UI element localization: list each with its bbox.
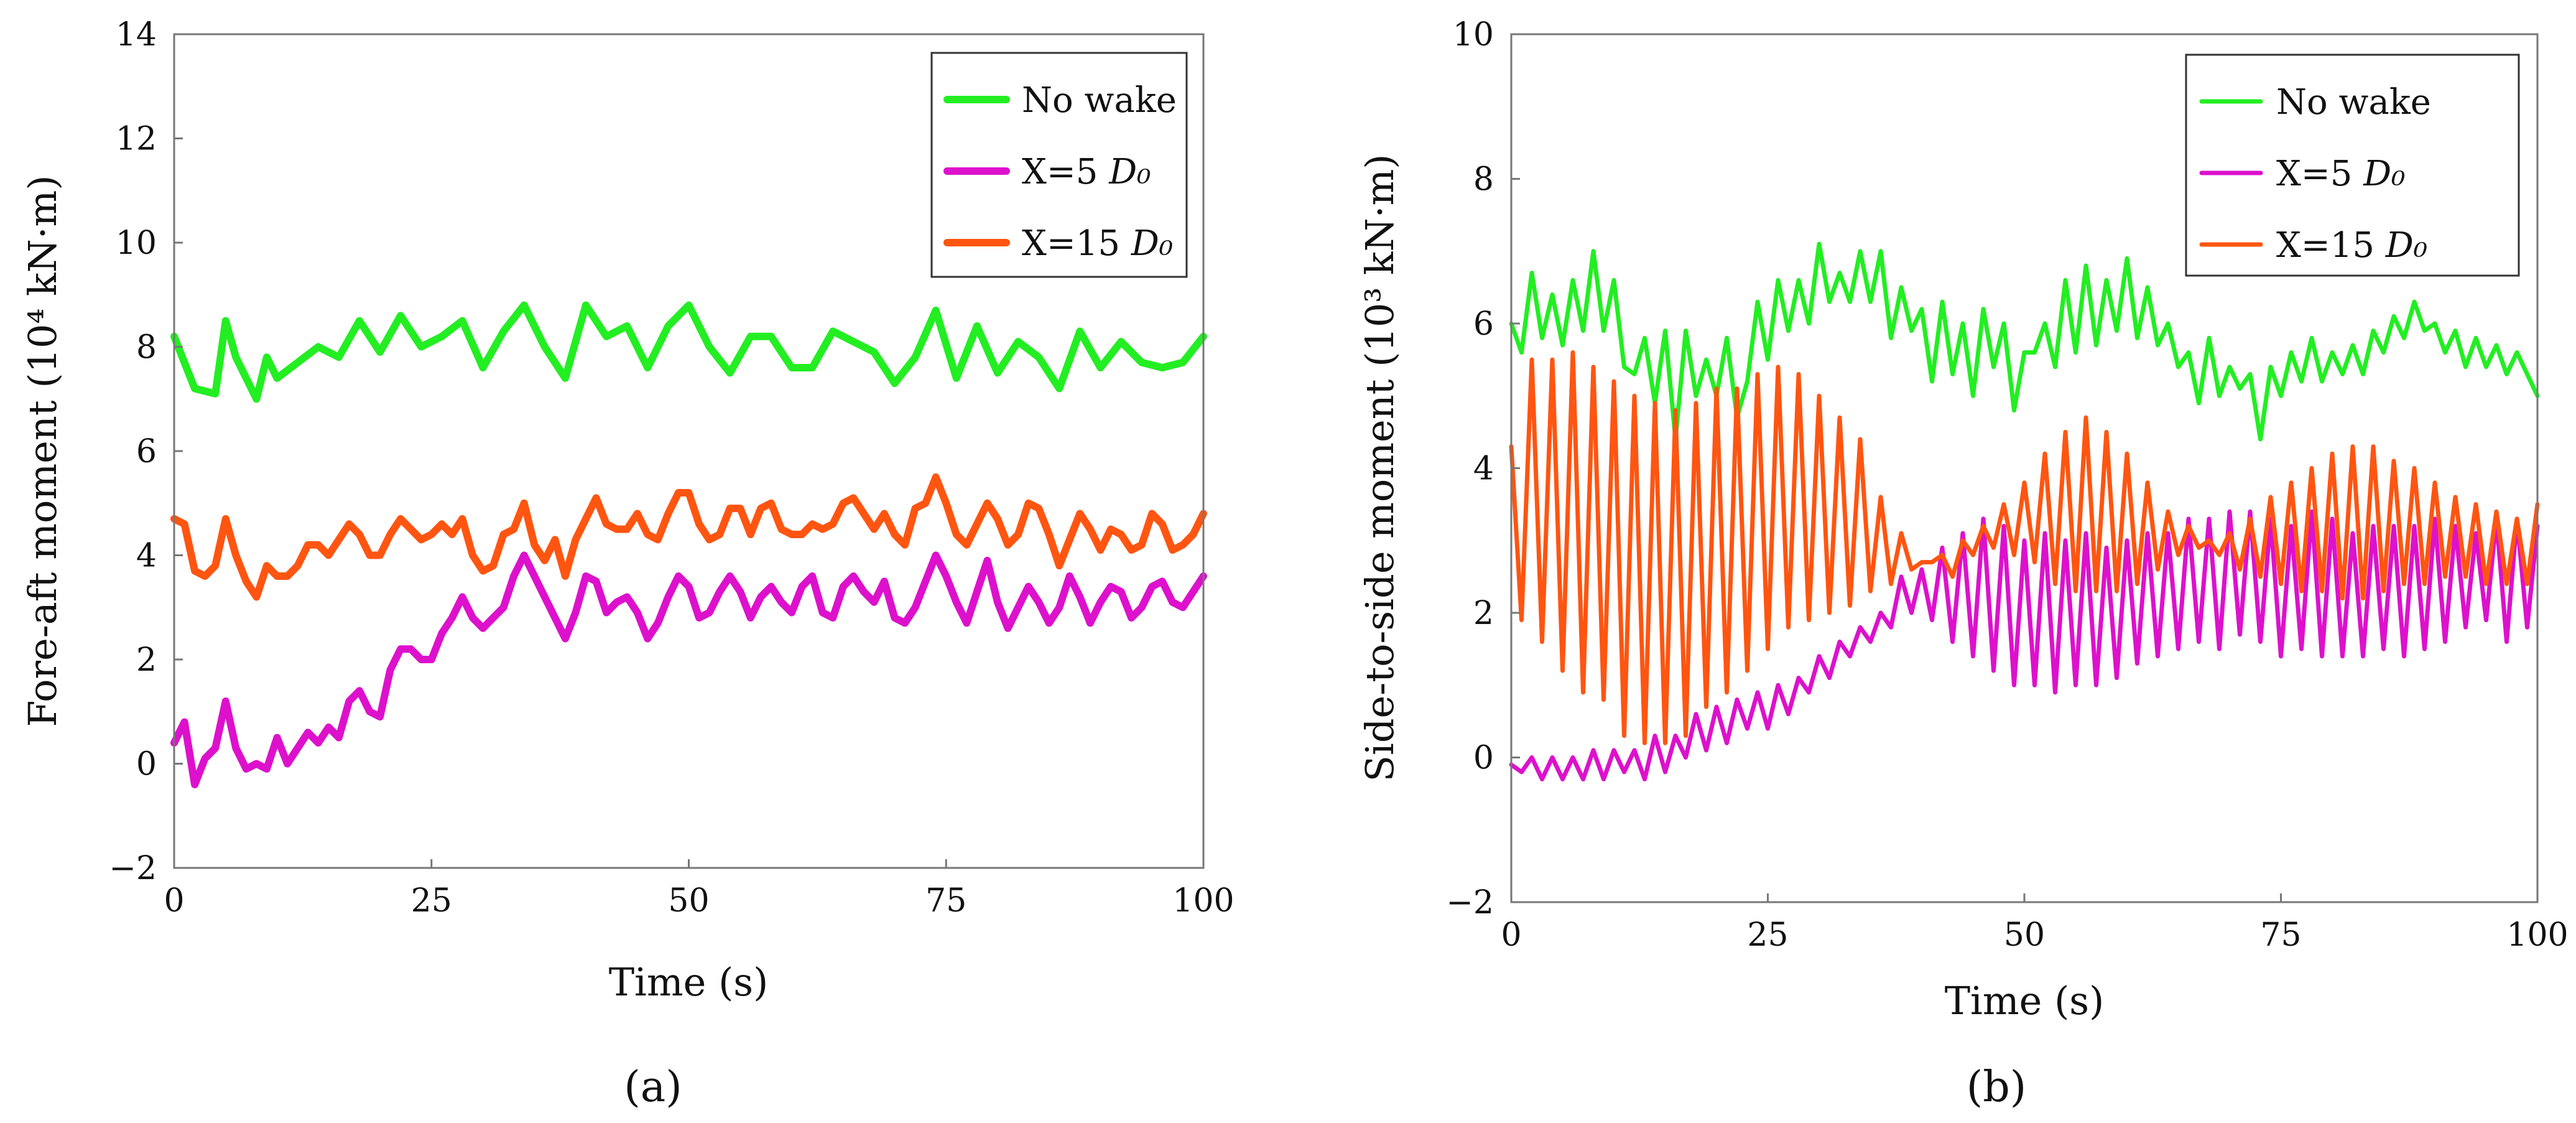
panel-b-x-tick-label: 100 (2506, 916, 2568, 954)
panel-b-y-tick-label: −2 (1446, 884, 1494, 921)
panel-a-x-tick-label: 25 (411, 882, 452, 920)
panel-a-y-tick-label: 10 (116, 225, 157, 262)
panel-a-caption: (a) (624, 1063, 682, 1112)
panel-b-y-tick-label: 0 (1473, 740, 1494, 777)
panel-b-caption: (b) (1967, 1063, 2027, 1112)
panel-a-y-tick-label: 8 (136, 329, 157, 366)
panel-b-legend-box (2185, 54, 2520, 277)
panel-b-y-tick-label: 2 (1473, 595, 1494, 632)
panel-a-x-axis-label: Time (s) (609, 959, 769, 1005)
panel-a-legend: No wake X=5 D₀ X=15 D₀ (930, 52, 1188, 278)
panel-a-x-tick-label: 50 (668, 882, 709, 920)
panel-b-y-axis-label: Side-to-side moment (10³ kN·m) (1357, 154, 1402, 782)
panel-b-x-axis-label: Time (s) (1945, 978, 2105, 1023)
panel-a-plot-lines (170, 301, 1207, 788)
panel-a-y-tick-label: 6 (136, 433, 157, 470)
panel-b-series-line-3 (1509, 350, 2540, 745)
panel-a-legend-label-1: No wake (1022, 80, 1177, 121)
panel-a-series-line-3 (170, 473, 1207, 601)
panel-b-x-tick-label: 0 (1501, 916, 1521, 954)
panel-b-x-tick-label: 25 (1747, 916, 1788, 954)
panel-a-legend-label-3: X=15 D₀ (1022, 223, 1173, 264)
panel-a-y-tick-label: 12 (116, 121, 157, 158)
panel-a-series-line-1 (170, 301, 1207, 403)
panel-b-legend-label-2: X=5 D₀ (2276, 154, 2406, 194)
panel-a-y-tick-label: −2 (109, 850, 157, 887)
panel-b-legend: No wake X=5 D₀ X=15 D₀ (2185, 54, 2520, 277)
panel-a-x-tick-label: 0 (164, 882, 184, 920)
panel-a-series-line-2 (170, 551, 1207, 788)
panel-b-series-line-2 (1509, 509, 2540, 781)
panel-a-y-tick-label: 2 (136, 641, 157, 679)
panel-b-x-tick-label: 75 (2260, 916, 2301, 954)
panel-a-legend-label-2: X=5 D₀ (1022, 152, 1151, 192)
panel-a-y-tick-label: 4 (136, 538, 157, 575)
panel-a-y-tick-label: 0 (136, 746, 157, 783)
panel-b-y-tick-label: 6 (1473, 305, 1494, 343)
panel-b-y-tick-label: 10 (1453, 16, 1494, 54)
panel-b-plot-lines (1509, 241, 2540, 781)
panel-a-x-tick-label: 75 (925, 882, 966, 920)
panel-a-x-tick-label: 100 (1172, 882, 1234, 920)
panel-b-legend-label-1: No wake (2276, 82, 2431, 123)
panel-b-y-tick-label: 8 (1473, 161, 1494, 198)
panel-b-series-line-1 (1509, 241, 2540, 442)
panel-a-y-axis-label: Fore-aft moment (10⁴ kN·m) (20, 175, 65, 727)
panel-b-legend-label-3: X=15 D₀ (2276, 225, 2427, 266)
panel-b-y-tick-label: 4 (1473, 450, 1494, 488)
panel-b-x-tick-label: 50 (2004, 916, 2045, 954)
panel-a-y-tick-label: 14 (116, 16, 157, 54)
